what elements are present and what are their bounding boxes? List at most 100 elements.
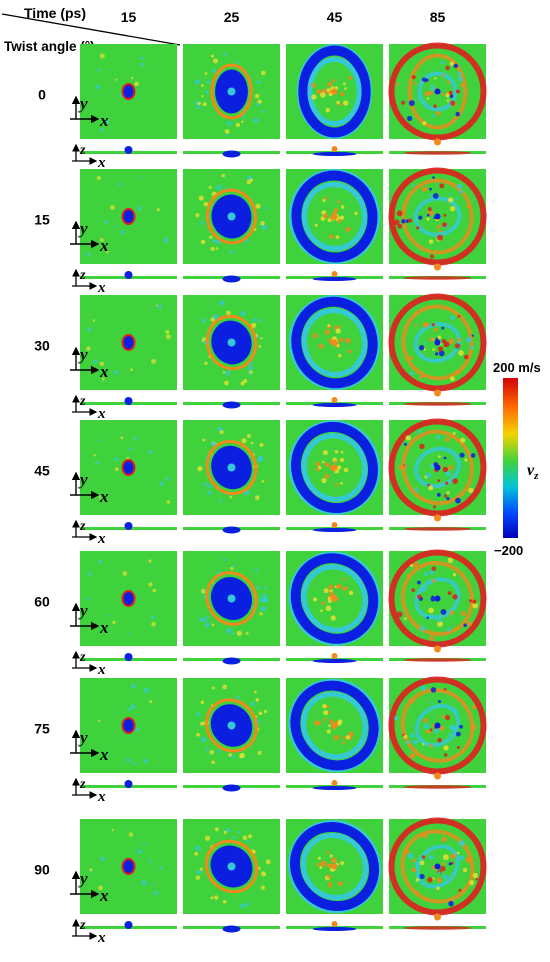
- interior-speck: [441, 73, 445, 77]
- interior-speck: [339, 457, 345, 463]
- ripple-speck: [201, 84, 204, 87]
- ripple-speck: [222, 371, 226, 374]
- interior-speck: [419, 375, 423, 379]
- time-header-25: 25: [224, 9, 240, 25]
- interior-speck: [422, 832, 428, 839]
- interior-speck: [311, 94, 317, 100]
- header-diagonal-line: [1, 13, 181, 46]
- time-axis-label: Time (ps): [24, 5, 86, 21]
- noise-speck: [148, 859, 153, 863]
- interior-speck: [445, 471, 451, 477]
- x-axis-label: x: [99, 111, 109, 130]
- interior-speck: [422, 742, 425, 746]
- noise-speck: [114, 225, 118, 228]
- wave-center: [434, 464, 441, 471]
- noise-speck: [148, 582, 153, 587]
- interior-speck: [324, 329, 331, 335]
- ripple-speck: [210, 54, 215, 58]
- interior-speck: [414, 98, 418, 101]
- wave-center: [227, 862, 236, 871]
- ripple-speck: [260, 337, 263, 340]
- ripple-speck: [261, 598, 266, 603]
- noise-speck: [166, 500, 171, 504]
- interior-speck: [427, 877, 433, 883]
- interior-speck: [335, 235, 340, 239]
- ripple-speck: [209, 235, 213, 239]
- ripple-speck: [238, 830, 241, 834]
- interior-speck: [323, 860, 327, 864]
- wave-center: [227, 338, 236, 347]
- interior-speck: [457, 315, 461, 318]
- interior-speck: [448, 465, 454, 471]
- noise-speck: [136, 205, 142, 211]
- interior-speck: [426, 97, 430, 100]
- x-axis-label-side: x: [97, 280, 106, 296]
- wave-ring-outer: [205, 188, 258, 245]
- interior-speck: [415, 878, 420, 882]
- ripple-speck: [205, 748, 209, 751]
- colorbar: 200 m/s −200 vz: [493, 360, 541, 558]
- interior-speck: [328, 234, 334, 240]
- ripple-speck: [241, 120, 244, 124]
- interior-speck: [470, 453, 476, 458]
- ripple-speck: [229, 495, 233, 499]
- interior-speck: [447, 557, 454, 564]
- ripple-speck: [203, 618, 208, 623]
- y-axis-label: y: [78, 728, 88, 747]
- interior-speck: [425, 472, 432, 479]
- interior-speck: [441, 61, 445, 65]
- ripple-speck: [265, 206, 269, 210]
- interior-speck: [440, 609, 447, 615]
- sheet-deflection: [312, 403, 357, 407]
- time-header-45: 45: [327, 9, 343, 25]
- noise-speck: [104, 219, 109, 224]
- panel-15-25: [183, 169, 280, 264]
- ripple-speck: [218, 499, 223, 503]
- interior-speck: [322, 601, 326, 605]
- ripple-speck: [199, 867, 203, 871]
- ripple-speck: [196, 732, 200, 737]
- ripple-speck: [211, 69, 216, 73]
- impact-core: [123, 85, 134, 98]
- interior-speck: [456, 370, 461, 375]
- sheet-deflection: [403, 276, 472, 280]
- interior-speck: [320, 609, 323, 613]
- ripple-speck: [258, 711, 263, 716]
- ripple-speck: [256, 103, 260, 107]
- interior-speck: [452, 478, 459, 485]
- interior-speck: [442, 222, 447, 228]
- interior-speck: [431, 566, 437, 571]
- interior-speck: [471, 705, 476, 710]
- wave-center: [434, 88, 441, 95]
- ripple-speck: [205, 615, 209, 619]
- ripple-speck: [260, 885, 265, 890]
- ripple-speck: [242, 115, 245, 118]
- ripple-speck: [208, 484, 213, 489]
- wave-center: [227, 594, 236, 603]
- side-view-0-85: [389, 138, 486, 155]
- noise-speck: [159, 865, 163, 870]
- interior-speck: [414, 861, 420, 867]
- sheet-deflection: [403, 151, 472, 155]
- wave-ring-red: [388, 817, 487, 916]
- ripple-speck: [254, 495, 260, 500]
- interior-speck: [445, 715, 451, 721]
- interior-speck: [437, 699, 441, 704]
- sheet-deflection: [312, 277, 357, 281]
- interior-speck: [403, 464, 408, 468]
- ripple-speck: [199, 617, 204, 622]
- panel-15-85: [388, 167, 487, 266]
- sheet-deflection: [312, 152, 357, 156]
- interior-speck: [429, 635, 435, 641]
- interior-speck: [422, 121, 427, 126]
- side-view-60-25: [183, 657, 280, 665]
- interior-speck: [419, 443, 425, 450]
- wave-ring-cyan: [415, 844, 460, 889]
- wave-ring-red: [388, 418, 487, 517]
- y-axis-label: y: [78, 470, 88, 489]
- noise-speck: [148, 559, 152, 563]
- interior-speck: [336, 583, 342, 589]
